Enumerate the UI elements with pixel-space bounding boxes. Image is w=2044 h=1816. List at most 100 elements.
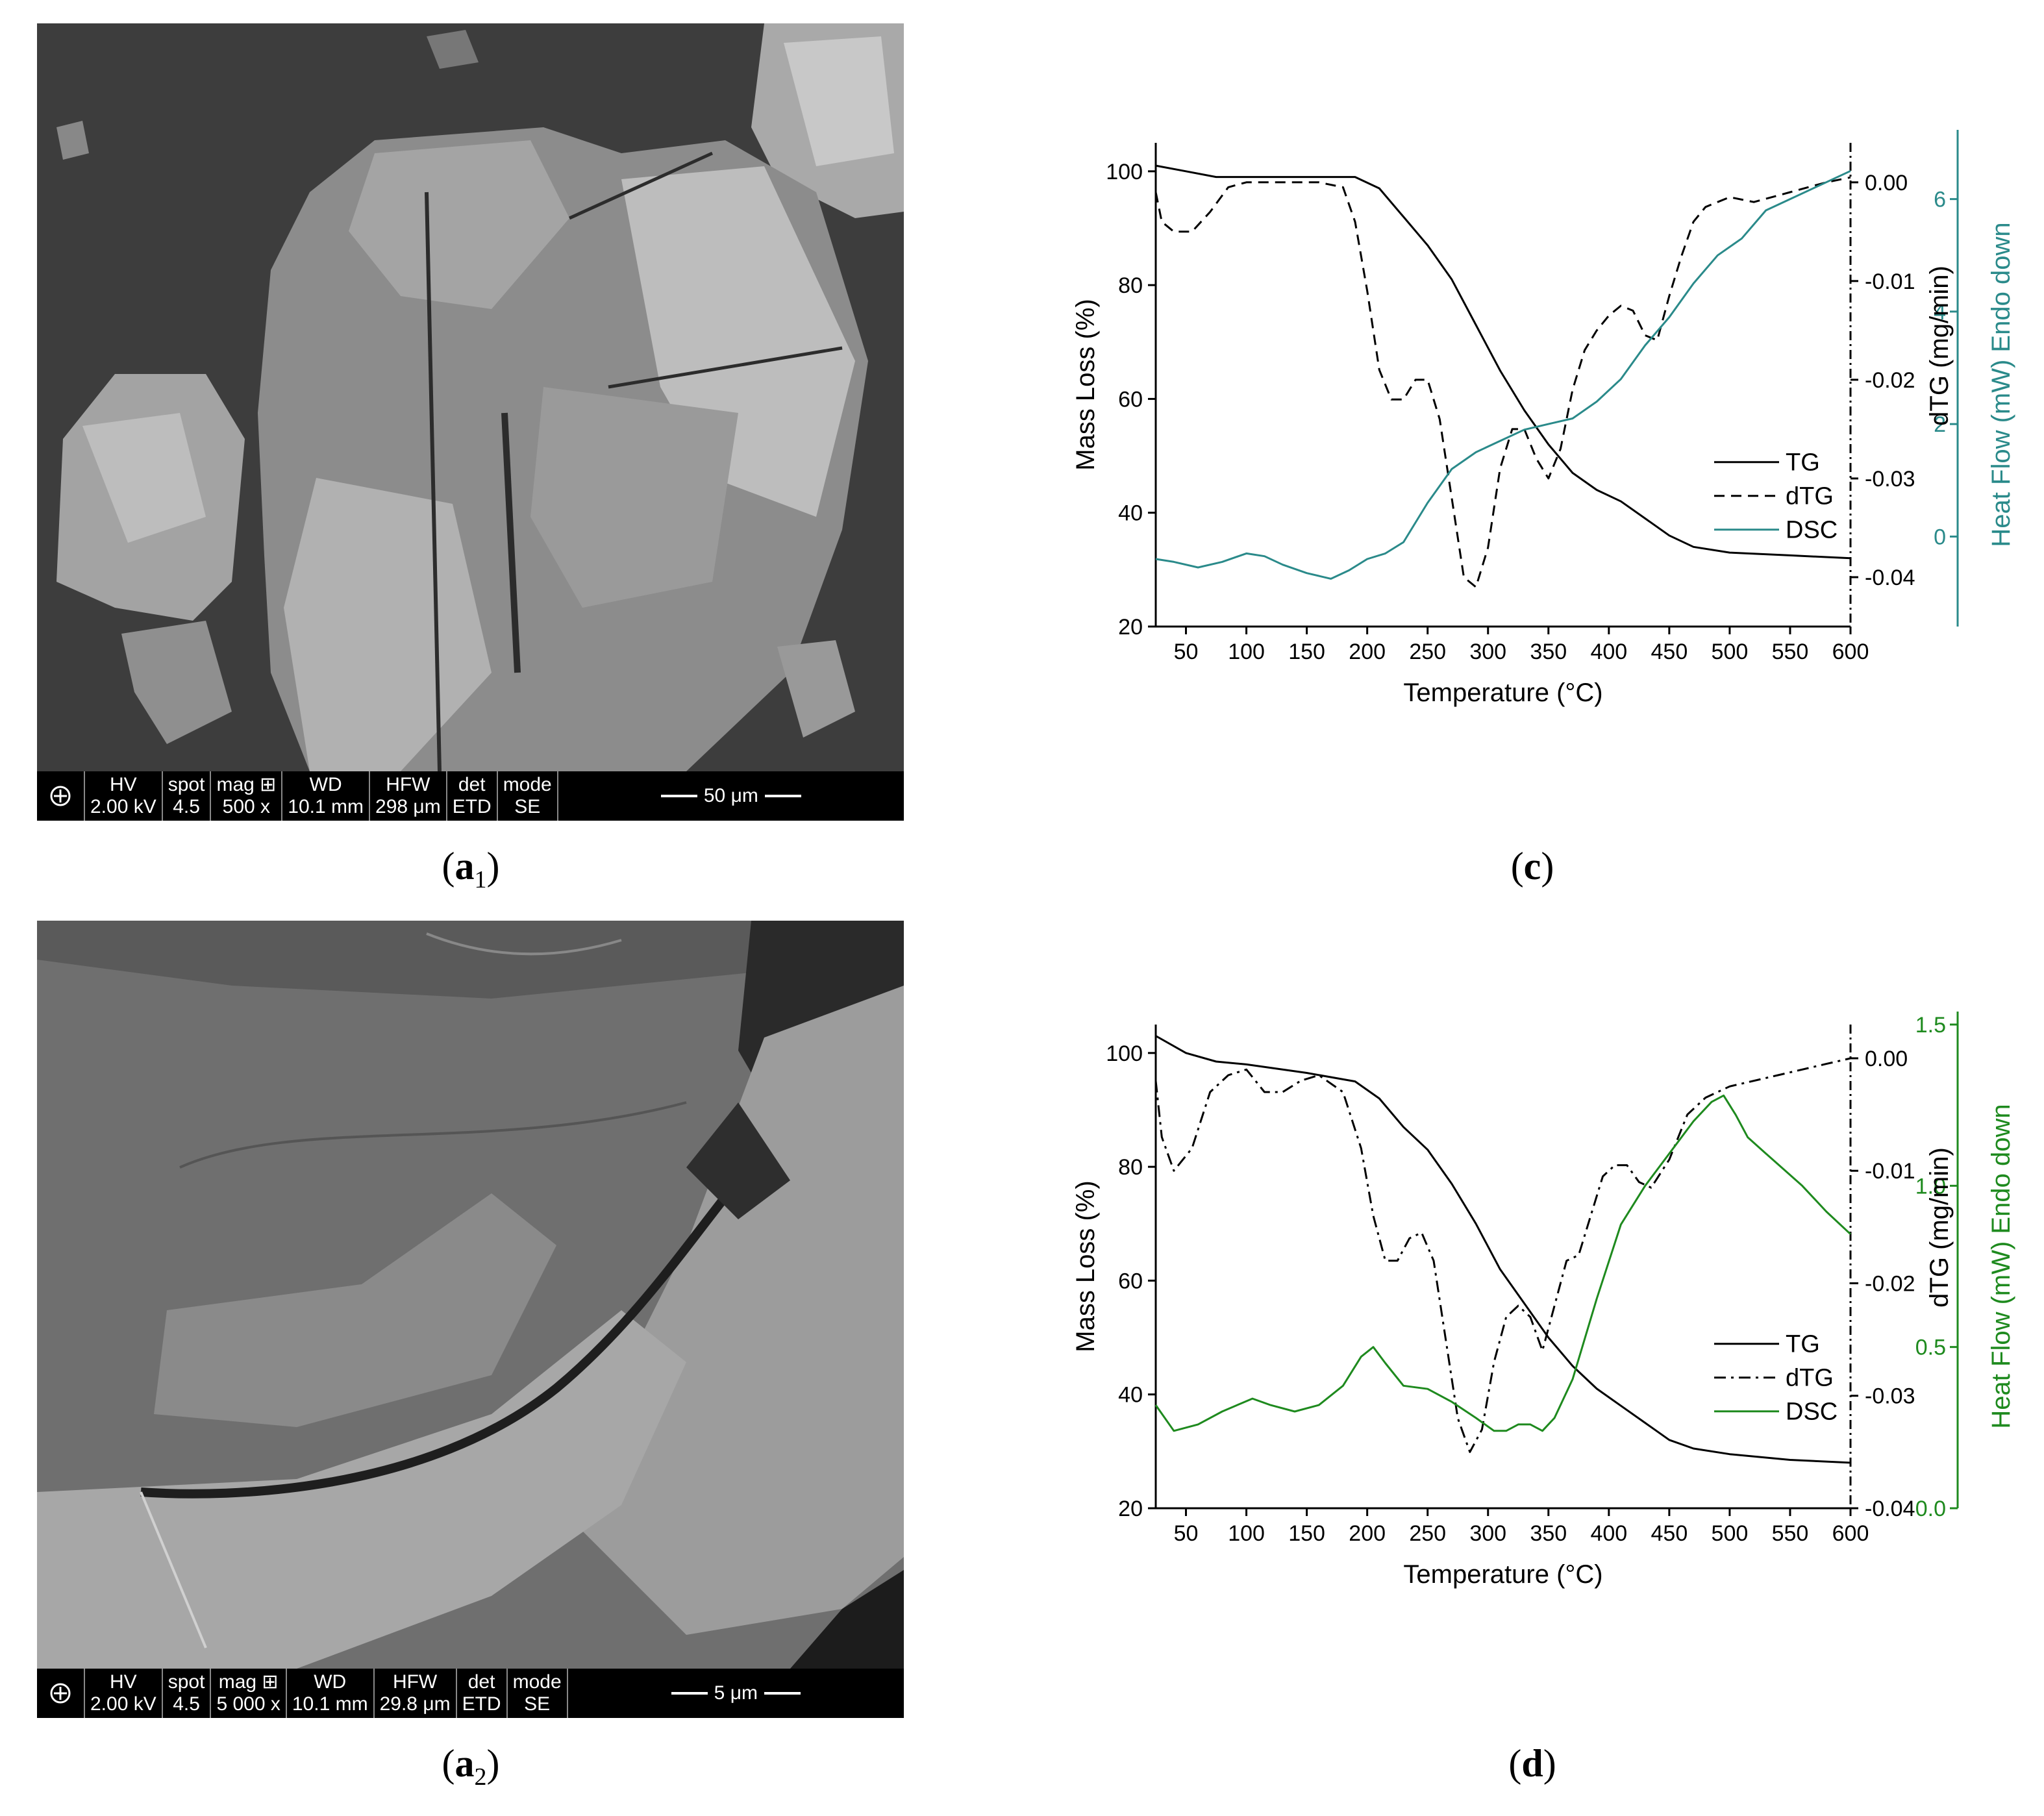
y-right1-tick-label: -0.03 xyxy=(1865,467,1915,491)
y-right1-tick-label: -0.04 xyxy=(1865,566,1915,590)
y-right1-tick-label: -0.01 xyxy=(1865,269,1915,294)
x-tick-label: 300 xyxy=(1469,1521,1506,1546)
chart-c: 50 100 150 200 250 300 350 400 450 500 550 60020406… xyxy=(1071,130,2015,707)
databar-spot: spot 4.5 xyxy=(163,771,212,821)
y-axis-right2-label: Heat Flow (mW) Endo down xyxy=(1987,222,2015,547)
databar-mode: mode SE xyxy=(498,771,558,821)
plot-group: 50 100 150 200 250 300 350 400 450 500 550 600 20 40 6… xyxy=(1071,1012,2015,1589)
y-left-tick-label: 60 xyxy=(1118,1269,1143,1293)
x-tick-label: 150 xyxy=(1288,1521,1325,1546)
y-right2-tick-label: 1.5 xyxy=(1915,1013,1946,1038)
databar-mag: mag ⊞ 500 x xyxy=(211,771,283,821)
x-tick-label: 150 xyxy=(1288,640,1325,664)
y-right1-tick-label: -0.01 xyxy=(1865,1159,1915,1184)
databar-hv: HV 2.00 kV xyxy=(85,771,163,821)
x-tick-label: 250 xyxy=(1409,1521,1446,1546)
x-tick-label: 100 xyxy=(1228,1521,1265,1546)
databar-mode: mode SE xyxy=(508,1669,568,1718)
sem-image-a2: HV 2.00 kV spot 4.5 mag ⊞ 5 000 x WD 10.1 mm… xyxy=(37,921,904,1718)
x-tick-label: 350 xyxy=(1530,1521,1567,1546)
x-axis-label: Temperature (°C) xyxy=(1403,678,1602,707)
sem-databar-a1: HV 2.00 kV spot 4.5 mag ⊞ 500 x WD 10.1 mm H… xyxy=(37,771,904,821)
series-line-dsc xyxy=(1154,1094,1852,1432)
y-right2-tick-label: 0.0 xyxy=(1915,1497,1946,1521)
y-left-tick-label: 40 xyxy=(1118,501,1143,526)
x-tick-label: 550 xyxy=(1772,1521,1809,1546)
y-left-tick-label: 100 xyxy=(1106,1041,1143,1066)
x-tick-label: 400 xyxy=(1590,1521,1627,1546)
chart-d: 50 100 150 200 250 300 350 400 450 500 550 600 20 40 6… xyxy=(1071,1012,2015,1589)
y-right2-tick-label: 2 xyxy=(1934,412,1946,437)
y-left-tick-label: 80 xyxy=(1118,273,1143,298)
y-axis-right1-label: dTG (mg/min) xyxy=(1925,266,1954,426)
databar-det: det ETD xyxy=(457,1669,508,1718)
x-tick-label: 550 xyxy=(1772,640,1809,664)
x-tick-label: 600 xyxy=(1832,640,1869,664)
y-left-tick-label: 60 xyxy=(1118,387,1143,412)
series-line-dtg xyxy=(1154,176,1851,588)
y-left-tick-label: 20 xyxy=(1118,1497,1143,1521)
x-tick-label: 300 xyxy=(1469,640,1506,664)
y-right1-tick-label: 0.00 xyxy=(1865,1047,1908,1071)
fei-logo-icon xyxy=(37,771,85,821)
legend-label-tg: TG xyxy=(1786,1331,1820,1358)
sem-micrograph-a1 xyxy=(37,23,904,771)
databar-hv: HV 2.00 kV xyxy=(85,1669,163,1718)
y-left-tick-label: 40 xyxy=(1118,1383,1143,1408)
x-tick-label: 250 xyxy=(1409,640,1446,664)
plot-group: 50 100 150 200 250 300 350 400 450 500 550 60020406… xyxy=(1071,130,2015,707)
x-tick-label: 500 xyxy=(1712,1521,1749,1546)
caption-d: (d) xyxy=(1508,1742,1556,1785)
legend-label-dsc: DSC xyxy=(1786,517,1838,544)
fei-logo-icon xyxy=(37,1669,85,1718)
sem-image-a1: HV 2.00 kV spot 4.5 mag ⊞ 500 x WD 10.1 mm H… xyxy=(37,23,904,821)
scale-bar: 5 μm xyxy=(568,1669,904,1718)
scale-bar: 50 μm xyxy=(558,771,904,821)
x-tick-label: 50 xyxy=(1174,1521,1199,1546)
y-right2-tick-label: 0.5 xyxy=(1915,1336,1946,1360)
legend-label-dsc: DSC xyxy=(1786,1399,1838,1426)
y-right2-tick-label: 6 xyxy=(1934,188,1946,212)
y-axis-left-label: Mass Loss (%) xyxy=(1071,1180,1100,1352)
x-tick-label: 600 xyxy=(1832,1521,1869,1546)
caption-a1: (a1) xyxy=(442,845,500,893)
x-tick-label: 450 xyxy=(1651,1521,1688,1546)
caption-c: (c) xyxy=(1510,845,1554,888)
y-left-tick-label: 80 xyxy=(1118,1155,1143,1180)
y-right1-tick-label: -0.02 xyxy=(1865,1271,1915,1296)
y-right2-tick-label: 4 xyxy=(1934,300,1946,325)
y-left-tick-label: 100 xyxy=(1106,160,1143,184)
x-tick-label: 450 xyxy=(1651,640,1688,664)
x-axis-label: Temperature (°C) xyxy=(1403,1560,1602,1589)
sem-micrograph-a2 xyxy=(37,921,904,1669)
y-axis-right2-label: Heat Flow (mW) Endo down xyxy=(1987,1104,2015,1428)
y-axis-right1-label: dTG (mg/min) xyxy=(1925,1147,1954,1308)
y-axis-left-label: Mass Loss (%) xyxy=(1071,299,1100,471)
legend-label-tg: TG xyxy=(1786,449,1820,477)
y-left-tick-label: 20 xyxy=(1118,615,1143,640)
y-right2-tick-label: 0 xyxy=(1934,525,1946,549)
x-tick-label: 200 xyxy=(1349,1521,1386,1546)
databar-spot: spot 4.5 xyxy=(163,1669,212,1718)
databar-hfw: HFW 29.8 μm xyxy=(375,1669,457,1718)
series-line-dsc xyxy=(1155,169,1851,580)
legend-label-dtg: dTG xyxy=(1786,1365,1834,1392)
x-tick-label: 100 xyxy=(1228,640,1265,664)
caption-a2: (a2) xyxy=(442,1742,500,1791)
y-right1-tick-label: -0.04 xyxy=(1865,1497,1915,1521)
legend-label-dtg: dTG xyxy=(1786,483,1834,510)
x-tick-label: 400 xyxy=(1590,640,1627,664)
y-right2-tick-label: 1.0 xyxy=(1915,1174,1946,1199)
scale-bar-label: 5 μm xyxy=(714,1682,758,1704)
x-tick-label: 200 xyxy=(1349,640,1386,664)
databar-wd: WD 10.1 mm xyxy=(282,771,371,821)
y-right1-tick-label: -0.03 xyxy=(1865,1384,1915,1409)
scale-bar-label: 50 μm xyxy=(703,785,758,806)
series-line-tg xyxy=(1155,1035,1851,1464)
databar-det: det ETD xyxy=(447,771,498,821)
y-right1-tick-label: -0.02 xyxy=(1865,368,1915,393)
series-line-tg xyxy=(1155,164,1851,560)
databar-mag: mag ⊞ 5 000 x xyxy=(211,1669,287,1718)
databar-hfw: HFW 298 μm xyxy=(370,771,447,821)
y-right1-tick-label: 0.00 xyxy=(1865,171,1908,195)
